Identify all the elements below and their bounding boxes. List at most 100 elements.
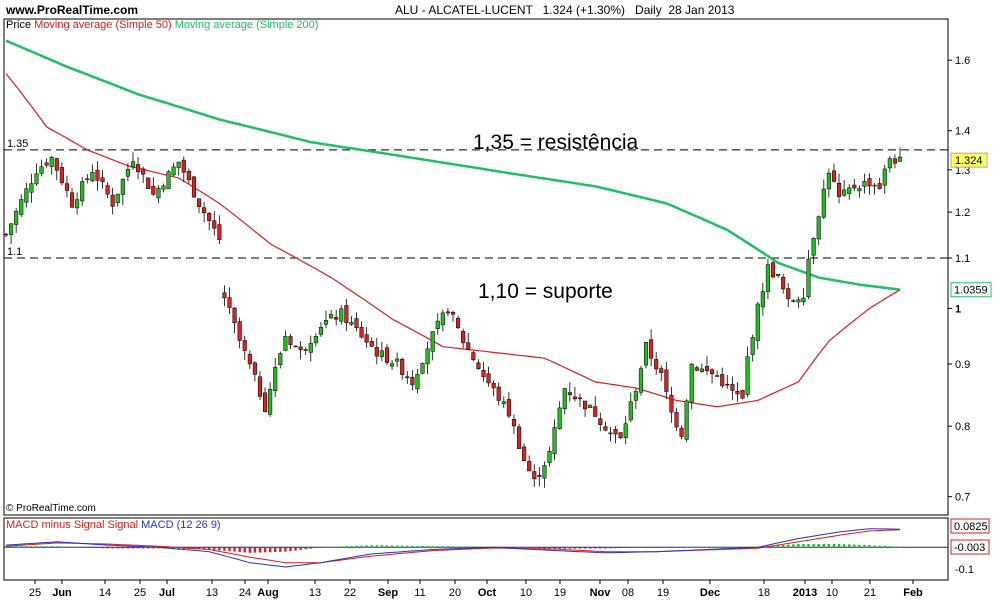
macd-legend-hist: MACD minus Signal Signal [6,519,139,531]
candle-body [826,172,831,190]
candle-body [598,418,603,425]
candle-body [466,342,471,350]
x-tick-label: 13 [206,587,218,599]
candle-body [34,173,39,185]
candle-body [298,346,303,351]
candle-body [791,300,796,302]
candle-body [643,341,649,366]
x-tick-label: Sep [378,587,398,599]
x-tick-label: Aug [257,587,278,599]
candle-body [882,168,887,186]
candle-body [603,426,608,431]
candle-body [29,183,34,193]
candle-body [481,369,486,378]
candle-body [765,264,770,293]
candle-body [862,181,867,187]
candle-body [852,184,857,189]
candle-body [877,183,882,189]
candle-body [400,359,405,375]
candle-body [323,320,329,325]
candle-body [776,274,781,276]
candle-body [120,178,125,195]
resistance-level-label: 1.35 [7,138,28,150]
candle-body [740,389,745,399]
candle-body [557,407,562,430]
legend-ma50: Moving average (Simple 50) [34,19,172,31]
y-tick-label: 1.6 [955,55,970,67]
candle-body [562,388,567,410]
candle-body [146,177,151,190]
candle-body [181,159,186,173]
candle-body [628,401,633,421]
candle-body [720,374,725,387]
candle-body [359,327,364,338]
candle-body [186,171,191,181]
candle-body [384,347,390,363]
candle-body [141,168,146,175]
signal-value-label: -0.003 [954,542,985,554]
candle-body [100,177,105,183]
candle-body [664,369,669,392]
candle-body [679,427,684,437]
x-tick-label: 19 [554,587,566,599]
site-title[interactable]: www.ProRealTime.com [6,3,139,17]
candle-body [374,347,379,357]
x-tick-label: 10 [520,587,532,599]
candle-body [19,199,24,215]
candle-body [506,399,511,417]
candle-body [389,363,395,367]
x-tick-label: Jul [159,587,175,599]
candle-body [308,342,313,353]
candle-body [130,161,136,168]
candle-body [659,368,664,373]
legend-ma200: Moving average (Simple 200) [174,19,319,31]
ma200-value-label: 1.0359 [954,285,988,297]
ma50-line [5,73,901,408]
candle-body [39,166,44,174]
candle-body [471,352,476,360]
candle-body [110,194,115,207]
macd-y-tick-label: -0.1 [955,564,974,576]
candle-body [674,412,679,428]
candle-body [725,383,730,386]
candle-body [171,166,176,176]
candle-body [730,384,735,391]
x-tick-label: 19 [657,587,669,599]
candle-body [339,308,344,322]
candle-body [293,345,298,348]
candle-body [456,317,461,328]
candle-body [105,185,110,195]
candle-body [318,327,323,335]
candle-body [80,181,85,202]
candle-body [811,238,816,256]
candle-body [618,432,623,439]
candle-body [3,233,9,236]
candle-body [430,331,435,352]
candle-body [247,353,252,365]
x-tick-label: 25 [134,587,146,599]
price-panel-frame [3,18,949,516]
candle-body [125,169,130,177]
candle-body [806,258,811,298]
macd-value-label: 0.0825 [954,521,988,533]
period-label: Daily [635,3,662,17]
candle-body [450,311,456,315]
candle-body [273,367,278,391]
x-tick-label: 13 [309,587,321,599]
candle-body [395,358,400,362]
last-price-badge [950,152,988,168]
x-tick-label: Nov [590,587,612,599]
candle-body [329,314,334,319]
candle-body [405,376,410,379]
candle-body [212,220,217,229]
legend-price: Price [6,19,32,31]
candle-body [486,373,491,384]
candle-body [872,184,877,187]
candle-body [207,213,212,221]
candle-body [415,373,420,390]
candle-body [755,303,760,341]
candle-body [232,307,237,324]
y-tick-label: 1.1 [955,253,970,265]
resistance-annotation: 1,35 = resistência [473,131,639,154]
candle-body [669,394,674,413]
